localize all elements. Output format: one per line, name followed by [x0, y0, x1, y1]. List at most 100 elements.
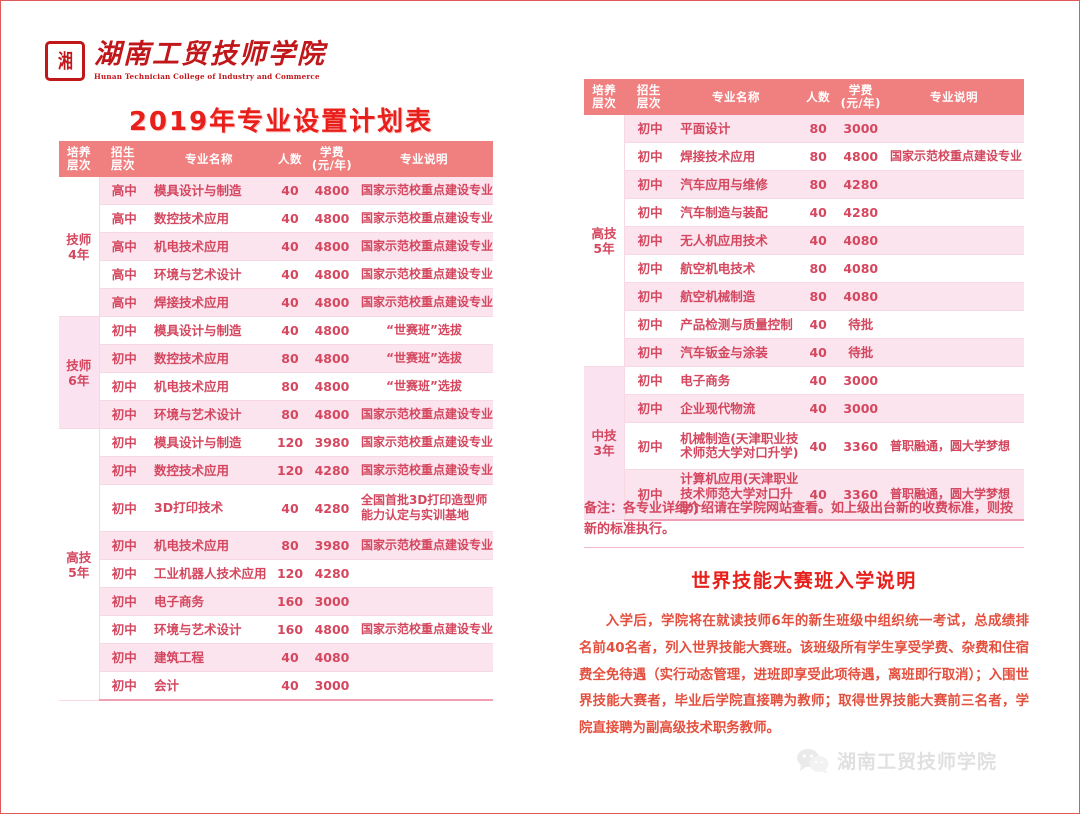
col-header-group: 培养 层次: [584, 79, 625, 116]
table-row: 初中 汽车制造与装配 40 4280: [584, 198, 1024, 228]
table-row: 初中 数控技术应用 120 4280 国家示范校重点建设专业: [59, 456, 493, 486]
cell-description: [884, 170, 1024, 200]
cell-major-name: 电子商务: [147, 587, 271, 617]
seal-stamp-icon: 湘: [45, 41, 85, 81]
cell-tuition-fee: 3980: [309, 531, 355, 561]
col-header-number: 人数: [798, 79, 838, 116]
table-row: 高技 5年 初中 模具设计与制造 120 3980 国家示范校重点建设专业: [59, 428, 493, 701]
cell-tuition-fee: 4800: [309, 177, 355, 206]
table-row: 初中 工业机器人技术应用 120 4280: [59, 559, 493, 589]
cell-major-name: 航空机械制造: [673, 282, 799, 312]
col-header-description: 专业说明: [355, 141, 493, 178]
cell-major-name: 焊接技术应用: [673, 142, 799, 172]
group-label-line1: 技师: [66, 357, 92, 373]
cell-student-number: 80: [271, 372, 309, 402]
cell-student-number: 40: [271, 260, 309, 290]
cell-major-name: 数控技术应用: [147, 456, 271, 486]
cell-tuition-fee: 3000: [309, 587, 355, 617]
col-header-entry: 招生 层次: [99, 141, 147, 178]
cell-entry-level: 初中: [624, 282, 674, 312]
table-row: 初中 计算机应用(天津职业技术师范大学对口升学) 40 3360 普职融通，圆大学梦想: [584, 469, 1024, 521]
table-row: 初中 3D打印技术 40 4280 全国首批3D打印造型师能力认定与实训基地: [59, 484, 493, 533]
cell-major-name: 计算机应用(天津职业技术师范大学对口升学): [673, 469, 799, 521]
cell-description: [884, 282, 1024, 312]
cell-student-number: 40: [798, 226, 838, 256]
cell-major-name: 工业机器人技术应用: [147, 559, 271, 589]
col-header-major: 专业名称: [673, 79, 799, 116]
cell-description: 国家示范校重点建设专业: [355, 288, 493, 318]
cell-tuition-fee: 3000: [837, 115, 885, 144]
table-row: 初中 建筑工程 40 4080: [59, 643, 493, 673]
cell-major-name: 数控技术应用: [147, 344, 271, 374]
cell-student-number: 40: [271, 177, 309, 206]
cell-tuition-fee: 4800: [309, 400, 355, 430]
cell-description: 国家示范校重点建设专业: [355, 232, 493, 262]
majors-table-right: 培养 层次 招生 层次 专业名称 人数 学费 (元/年) 专业说明 高技 5年 初中…: [584, 79, 1024, 521]
cell-major-name: 汽车钣金与涂装: [673, 338, 799, 368]
table-row: 初中 会计 40 3000: [59, 671, 493, 702]
group-label-line1: 中技: [591, 428, 617, 444]
cell-entry-level: 初中: [624, 469, 674, 521]
cell-entry-level: 初中: [99, 531, 147, 561]
cell-description: 普职融通，圆大学梦想: [884, 422, 1024, 471]
col-header-number: 人数: [271, 141, 309, 178]
cell-tuition-fee: 4080: [837, 254, 885, 284]
group-label-line1: 技师: [66, 231, 92, 247]
cell-tuition-fee: 4280: [309, 559, 355, 589]
cell-major-name: 机电技术应用: [147, 531, 271, 561]
cell-entry-level: 初中: [99, 316, 147, 346]
group-label-line1: 高技: [591, 225, 617, 241]
cell-entry-level: 初中: [624, 394, 674, 424]
cell-entry-level: 初中: [624, 142, 674, 172]
cell-student-number: 80: [798, 254, 838, 284]
cell-major-name: 汽车制造与装配: [673, 198, 799, 228]
cell-entry-level: 初中: [624, 366, 674, 396]
cell-major-name: 产品检测与质量控制: [673, 310, 799, 340]
cell-entry-level: 高中: [99, 232, 147, 262]
cell-entry-level: 初中: [99, 344, 147, 374]
table-row: 高中 机电技术应用 40 4800 国家示范校重点建设专业: [59, 232, 493, 262]
cell-description: [884, 338, 1024, 368]
majors-table-left: 培养 层次 招生 层次 专业名称 人数 学费 (元/年) 专业说明 技师 4年 高中…: [59, 141, 493, 702]
cell-major-name: 环境与艺术设计: [147, 615, 271, 645]
cell-major-name: 建筑工程: [147, 643, 271, 673]
cell-description: 国家示范校重点建设专业: [355, 615, 493, 645]
table-row: 初中 数控技术应用 80 4800 “世赛班”选拔: [59, 344, 493, 374]
cell-tuition-fee: 3000: [837, 394, 885, 424]
cell-major-name: 焊接技术应用: [147, 288, 271, 318]
cell-description: 国家示范校重点建设专业: [355, 531, 493, 561]
cell-tuition-fee: 3980: [309, 428, 355, 458]
table-row: 初中 航空机电技术 80 4080: [584, 254, 1024, 284]
cell-entry-level: 初中: [99, 615, 147, 645]
col-header-major: 专业名称: [147, 141, 271, 178]
cell-student-number: 80: [271, 400, 309, 430]
cell-description: 普职融通，圆大学梦想: [884, 469, 1024, 521]
col-header-fee: 学费 (元/年): [309, 141, 355, 178]
cell-major-name: 机电技术应用: [147, 232, 271, 262]
cell-student-number: 160: [271, 587, 309, 617]
cell-major-name: 汽车应用与维修: [673, 170, 799, 200]
group-label-cell: 高技 5年: [59, 428, 100, 701]
group-label-line2: 6年: [68, 372, 90, 388]
cell-tuition-fee: 3360: [837, 469, 885, 521]
cell-student-number: 40: [798, 422, 838, 471]
cell-description: 国家示范校重点建设专业: [355, 260, 493, 290]
table-header-row: 培养 层次 招生 层次 专业名称 人数 学费 (元/年) 专业说明: [584, 79, 1024, 116]
section-body: 入学后，学院将在就读技师6年的新生班级中组织统一考试，总成绩排名前40名者，列入…: [579, 614, 1029, 737]
cell-major-name: 环境与艺术设计: [147, 400, 271, 430]
cell-major-name: 无人机应用技术: [673, 226, 799, 256]
table-row: 技师 6年 初中 模具设计与制造 40 4800 “世赛班”选拔: [59, 316, 493, 430]
cell-description: [355, 671, 493, 702]
cell-tuition-fee: 4280: [837, 170, 885, 200]
cell-entry-level: 初中: [99, 372, 147, 402]
cell-entry-level: 初中: [624, 226, 674, 256]
table-row: 初中 企业现代物流 40 3000: [584, 394, 1024, 424]
cell-student-number: 120: [271, 559, 309, 589]
school-logo: 湘 湖南工贸技师学院 Hunan Technician College of I…: [45, 39, 326, 81]
cell-student-number: 40: [271, 232, 309, 262]
cell-entry-level: 初中: [624, 422, 674, 471]
logo-chinese-name: 湖南工贸技师学院: [94, 39, 326, 71]
cell-student-number: 40: [798, 310, 838, 340]
cell-major-name: 模具设计与制造: [147, 177, 271, 206]
cell-tuition-fee: 4800: [309, 288, 355, 318]
